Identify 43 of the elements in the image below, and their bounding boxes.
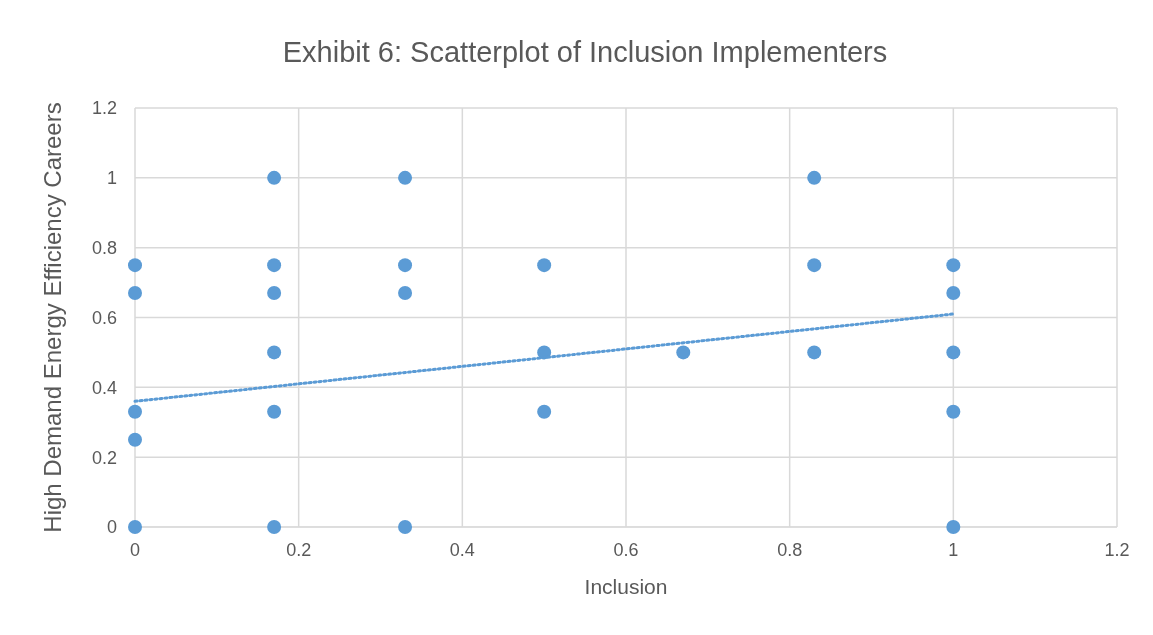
point — [128, 286, 142, 301]
y-tick-label: 0 — [106, 517, 117, 538]
point — [398, 258, 413, 273]
point — [267, 170, 282, 185]
point — [267, 345, 282, 360]
point — [267, 286, 282, 301]
point — [537, 258, 552, 273]
point — [267, 258, 282, 273]
point — [398, 520, 413, 534]
point — [807, 258, 822, 273]
y-tick-label: 1 — [106, 168, 117, 189]
point — [128, 404, 142, 419]
y-tick-label: 1.2 — [91, 98, 117, 119]
point — [946, 258, 961, 273]
point — [946, 404, 961, 419]
x-tick-label: 0.8 — [777, 539, 803, 560]
x-tick-label: 0.6 — [613, 539, 639, 560]
x-tick-label: 1.2 — [1104, 539, 1130, 560]
point — [128, 258, 142, 273]
point — [398, 286, 413, 301]
point — [807, 170, 822, 185]
point — [398, 170, 413, 185]
y-tick-label: 0.2 — [91, 447, 117, 468]
y-tick-label: 0.8 — [91, 238, 117, 259]
point — [946, 286, 961, 301]
point — [676, 345, 691, 360]
point — [946, 520, 961, 534]
y-tick-label: 0.6 — [91, 307, 117, 328]
x-tick-label: 1 — [948, 539, 959, 560]
y-axis-title: High Demand Energy Efficiency Careers — [38, 102, 66, 533]
point — [807, 345, 822, 360]
x-tick-label: 0.4 — [449, 539, 475, 560]
point — [267, 520, 282, 534]
chart-title: Exhibit 6: Scatterplot of Inclusion Implementers — [281, 36, 889, 69]
x-tick-label: 0.2 — [286, 539, 312, 560]
x-axis-title: Inclusion — [584, 574, 668, 598]
point — [946, 345, 961, 360]
point — [267, 404, 282, 419]
point — [537, 404, 552, 419]
x-tick-label: 0 — [129, 539, 141, 560]
point — [128, 520, 142, 534]
y-tick-label: 0.4 — [91, 377, 117, 398]
point — [128, 432, 142, 447]
